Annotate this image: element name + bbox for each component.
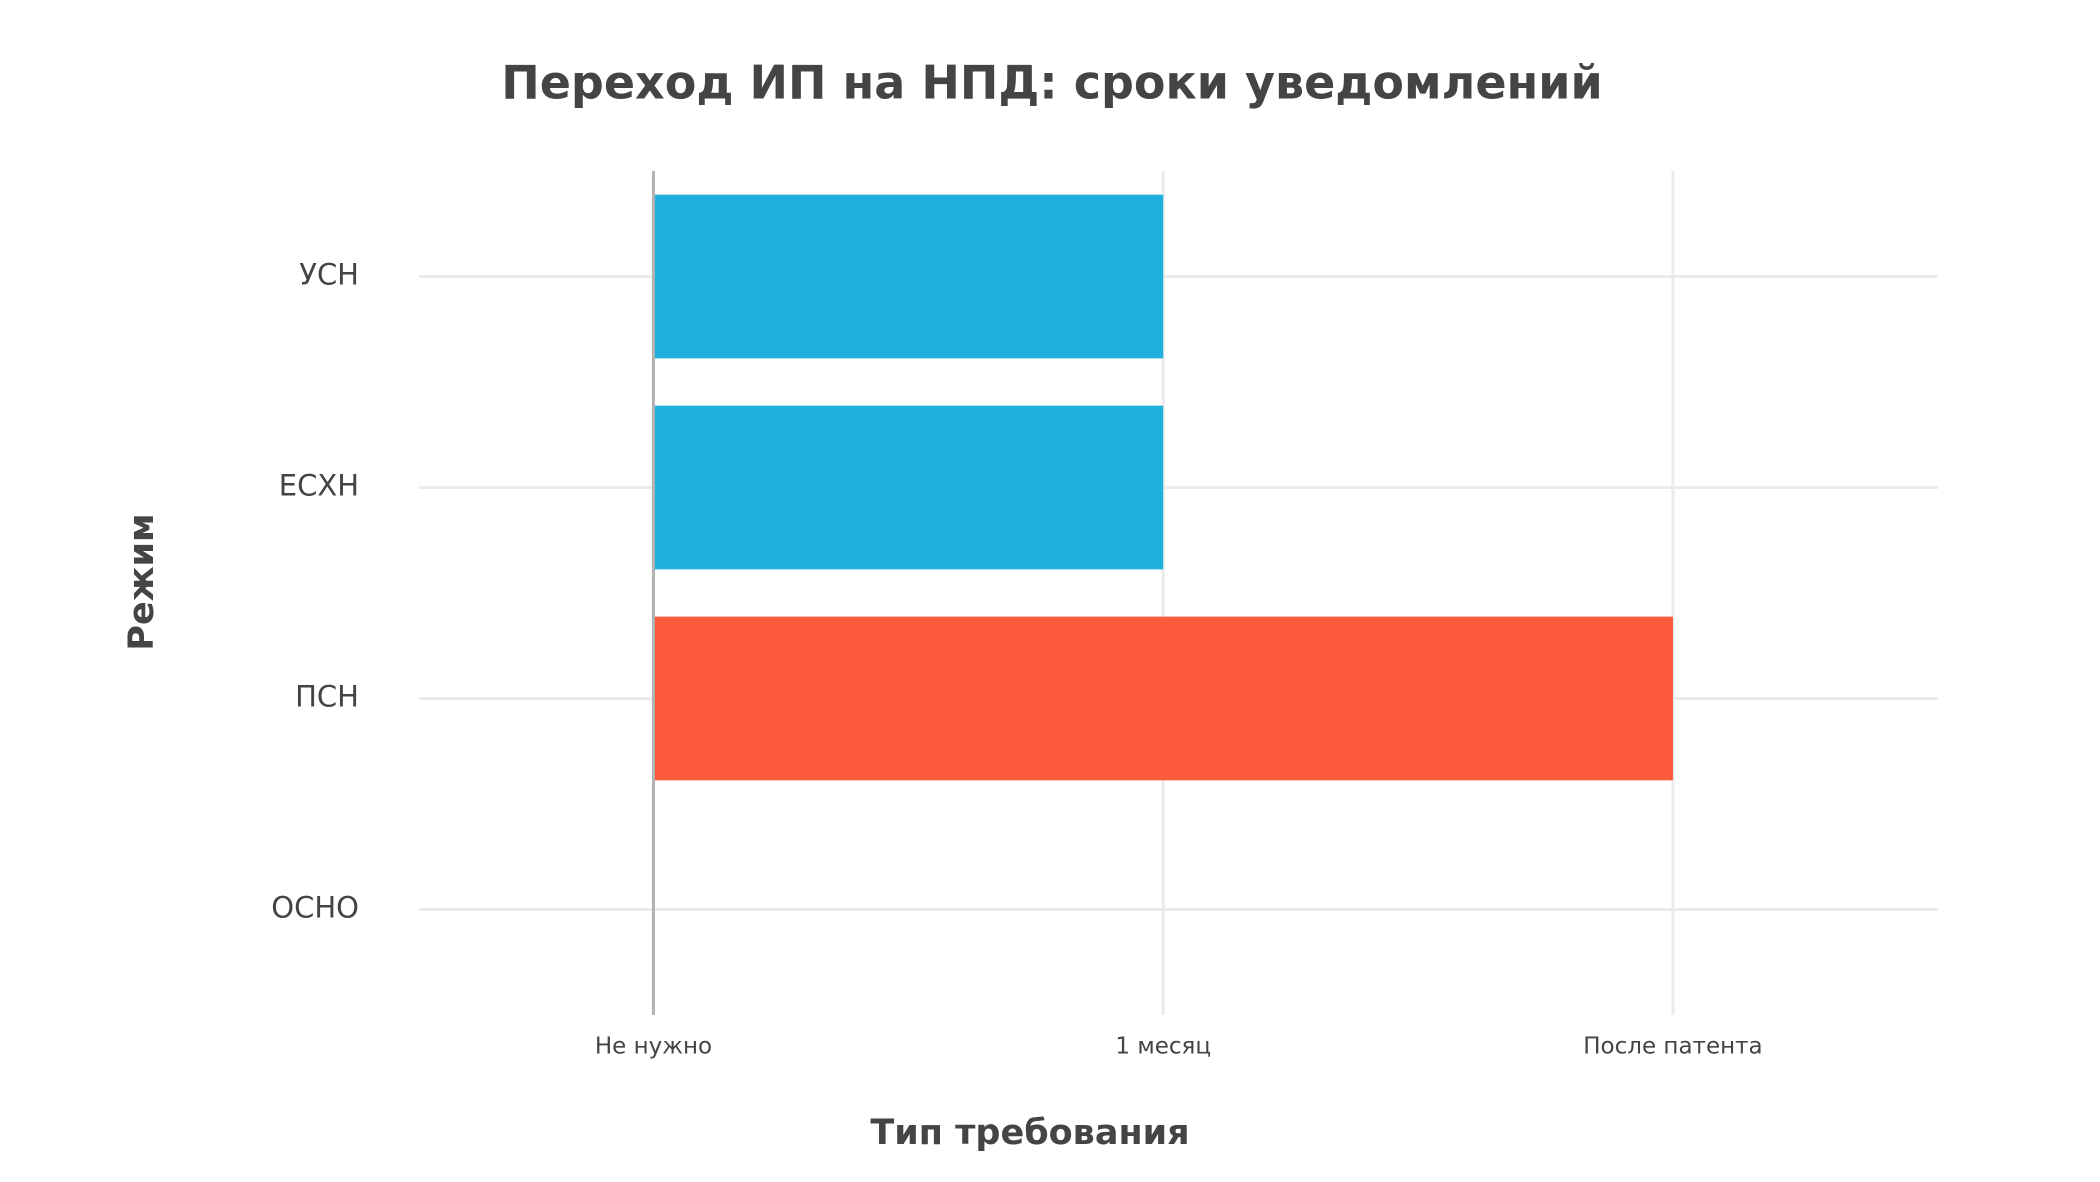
y-tick-label: ОСНО <box>271 891 359 925</box>
x-tick-label: После патента <box>1583 1034 1762 1060</box>
x-tick-label: Не нужно <box>595 1034 712 1060</box>
x-axis-title: Тип требования <box>870 1113 1189 1153</box>
bar <box>653 616 1673 781</box>
bar <box>653 405 1164 570</box>
y-axis-title: Режим <box>122 513 162 650</box>
y-tick-label: ЕСХН <box>279 469 359 503</box>
y-tick-label: ПСН <box>295 680 359 714</box>
x-tick-label: 1 месяц <box>1115 1034 1211 1060</box>
chart-title: Переход ИП на НПД: сроки уведомлений <box>501 56 1603 110</box>
y-tick-label: УСН <box>299 258 359 292</box>
bar <box>653 194 1164 359</box>
